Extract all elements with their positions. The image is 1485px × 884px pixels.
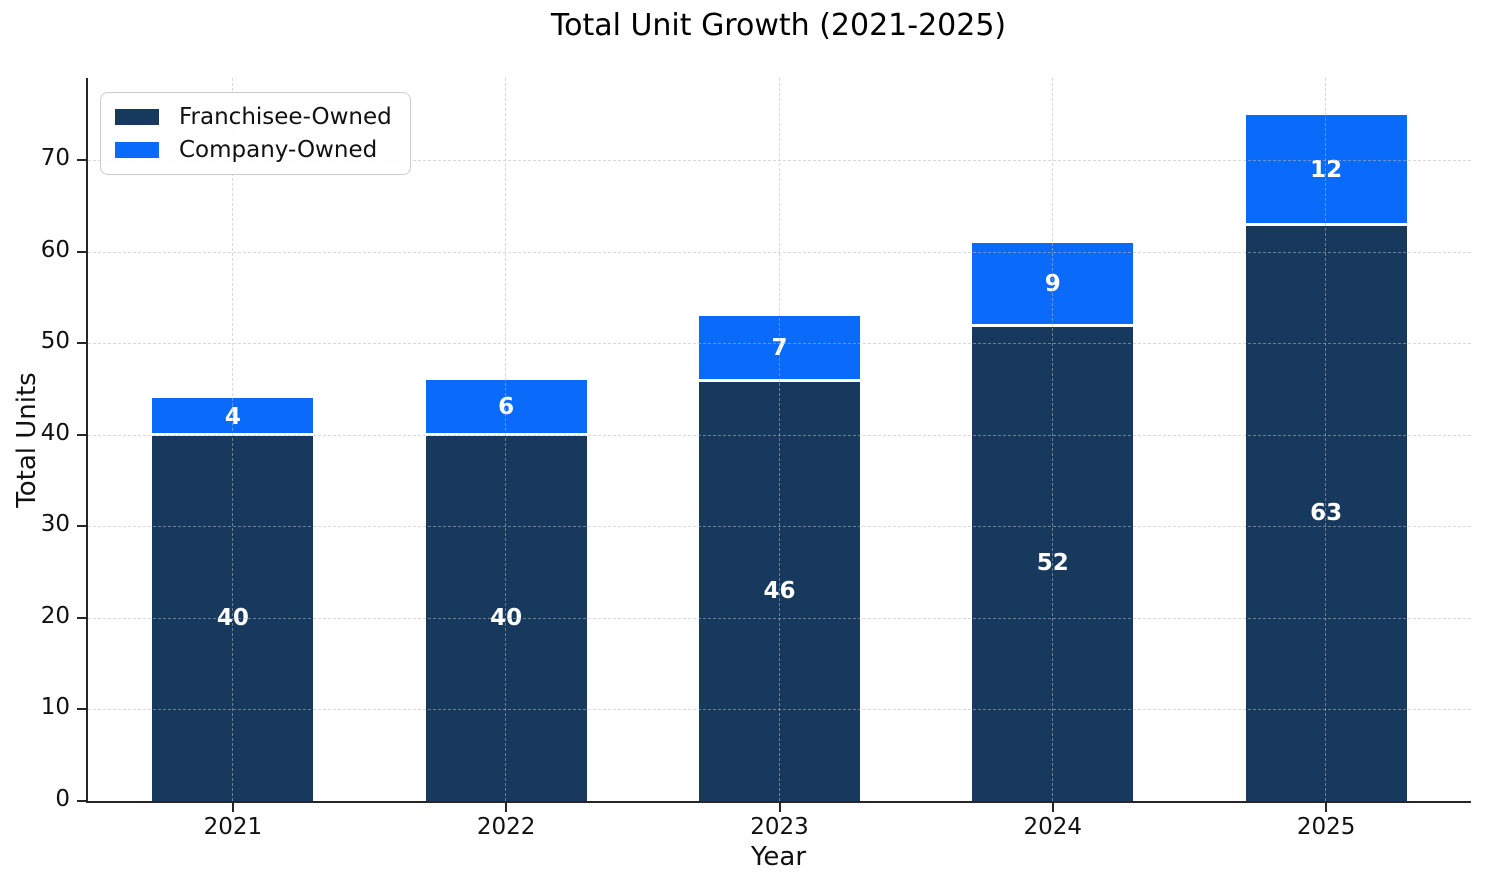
y-tick-label-0: 0 bbox=[55, 786, 70, 812]
y-tick-label-60: 60 bbox=[40, 236, 70, 263]
legend-swatch-company-owned bbox=[115, 142, 159, 158]
bar-segment-franchisee-owned-2024 bbox=[972, 325, 1134, 801]
y-tick-label-30: 30 bbox=[40, 511, 70, 538]
x-tick-mark-2022 bbox=[505, 803, 508, 812]
legend-swatch-franchisee-owned bbox=[115, 109, 159, 125]
bar-value-label-company-owned-2022: 6 bbox=[498, 394, 515, 421]
y-tick-mark-70 bbox=[77, 159, 87, 162]
bar-segment-divider-2021 bbox=[152, 433, 314, 437]
y-tick-mark-60 bbox=[77, 250, 87, 253]
y-tick-label-70: 70 bbox=[40, 145, 70, 172]
x-tick-label-2022: 2022 bbox=[476, 814, 536, 840]
bar-segment-company-owned-2023 bbox=[699, 315, 860, 381]
plot-area: 40 4 40 6 46 7 52 9 63 12 bbox=[86, 78, 1471, 803]
bar-value-label-company-owned-2025: 12 bbox=[1310, 156, 1343, 183]
x-tick-mark-2023 bbox=[778, 803, 781, 812]
x-tick-label-2024: 2024 bbox=[1023, 814, 1083, 840]
y-tick-label-50: 50 bbox=[40, 328, 70, 355]
bar-segment-company-owned-2025 bbox=[1245, 114, 1407, 225]
bar-segment-divider-2025 bbox=[1245, 222, 1407, 226]
bar-value-label-franchisee-owned-2025: 63 bbox=[1310, 499, 1343, 526]
bar-value-label-franchisee-owned-2023: 46 bbox=[763, 577, 796, 604]
bar-segment-divider-2023 bbox=[699, 378, 860, 382]
y-tick-mark-30 bbox=[77, 525, 87, 528]
chart-title: Total Unit Growth (2021-2025) bbox=[550, 8, 1007, 43]
x-tick-mark-2024 bbox=[1051, 803, 1054, 812]
x-axis-label: Year bbox=[750, 842, 807, 872]
bar-value-label-franchisee-owned-2021: 40 bbox=[216, 604, 249, 631]
y-tick-mark-50 bbox=[77, 342, 87, 345]
x-tick-label-2021: 2021 bbox=[203, 814, 263, 840]
bar-segment-company-owned-2024 bbox=[972, 242, 1134, 326]
bar-value-label-company-owned-2023: 7 bbox=[771, 334, 788, 361]
legend-item-company-owned: Company-Owned bbox=[115, 137, 392, 163]
y-tick-mark-20 bbox=[77, 616, 87, 619]
bar-segment-company-owned-2021 bbox=[152, 398, 314, 435]
y-tick-label-40: 40 bbox=[40, 419, 70, 446]
bar-value-label-franchisee-owned-2022: 40 bbox=[490, 604, 523, 631]
bar-segment-company-owned-2022 bbox=[425, 380, 587, 435]
legend: Franchisee-Owned Company-Owned bbox=[100, 92, 411, 175]
x-tick-mark-2025 bbox=[1325, 803, 1328, 812]
legend-item-franchisee-owned: Franchisee-Owned bbox=[115, 104, 392, 130]
bar-segment-divider-2024 bbox=[972, 323, 1134, 327]
bar-segment-divider-2022 bbox=[425, 433, 587, 437]
y-tick-mark-40 bbox=[77, 433, 87, 436]
bar-value-label-franchisee-owned-2024: 52 bbox=[1036, 550, 1069, 577]
x-tick-label-2025: 2025 bbox=[1296, 814, 1356, 840]
x-tick-mark-2021 bbox=[231, 803, 234, 812]
bar-segment-franchisee-owned-2025 bbox=[1245, 224, 1407, 801]
y-tick-mark-10 bbox=[77, 708, 87, 711]
y-tick-mark-0 bbox=[77, 800, 87, 802]
x-tick-label-2023: 2023 bbox=[750, 814, 809, 840]
bars-layer: 40 4 40 6 46 7 52 9 63 12 bbox=[88, 78, 1471, 801]
legend-label: Company-Owned bbox=[179, 137, 378, 163]
legend-label: Franchisee-Owned bbox=[179, 104, 392, 130]
y-tick-label-10: 10 bbox=[40, 694, 70, 721]
y-tick-label-20: 20 bbox=[40, 602, 70, 629]
bar-value-label-company-owned-2024: 9 bbox=[1044, 270, 1061, 297]
bar-value-label-company-owned-2021: 4 bbox=[224, 403, 241, 430]
bar-segment-franchisee-owned-2023 bbox=[699, 380, 860, 801]
